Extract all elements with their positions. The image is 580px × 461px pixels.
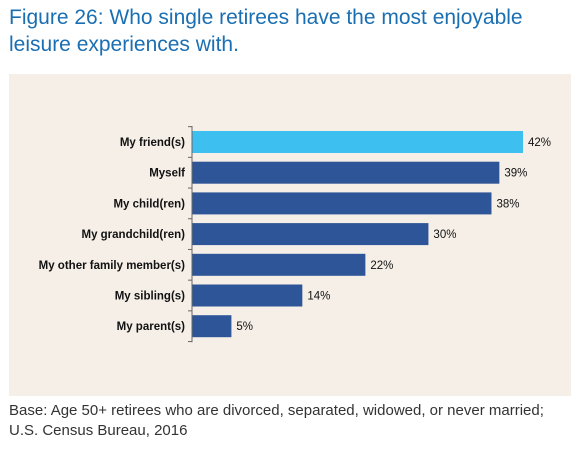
value-label-5: 22% (370, 260, 393, 272)
value-label-2: 39% (504, 168, 527, 180)
chart-footnote: Base: Age 50+ retirees who are divorced,… (9, 402, 544, 439)
value-label-3: 38% (496, 198, 519, 210)
bar-5 (192, 253, 366, 276)
chart-panel: My friend(s) 42% Myself 39% My child(ren) 38%… (9, 74, 571, 396)
category-label-4: My grandchild(ren) (81, 229, 185, 241)
bar-1 (192, 131, 523, 153)
bar-2 (192, 161, 500, 184)
value-label-1: 42% (528, 137, 551, 149)
value-label-4: 30% (433, 229, 456, 241)
category-label-1: My friend(s) (120, 137, 185, 149)
figure-title: Figure 26: Who single retirees have the … (9, 6, 523, 56)
category-label-5: My other family member(s) (39, 260, 186, 272)
category-label-2: Myself (149, 168, 185, 180)
category-label-6: My sibling(s) (115, 291, 185, 303)
category-label-7: My parent(s) (117, 321, 186, 333)
value-label-7: 5% (236, 321, 253, 333)
value-label-6: 14% (307, 291, 330, 303)
bar-4 (192, 223, 429, 246)
bar-7 (192, 315, 232, 338)
bar-3 (192, 192, 492, 215)
bar-6 (192, 284, 303, 307)
bar-chart: My friend(s) 42% Myself 39% My child(ren) 38%… (39, 126, 551, 343)
category-label-3: My child(ren) (113, 198, 185, 210)
